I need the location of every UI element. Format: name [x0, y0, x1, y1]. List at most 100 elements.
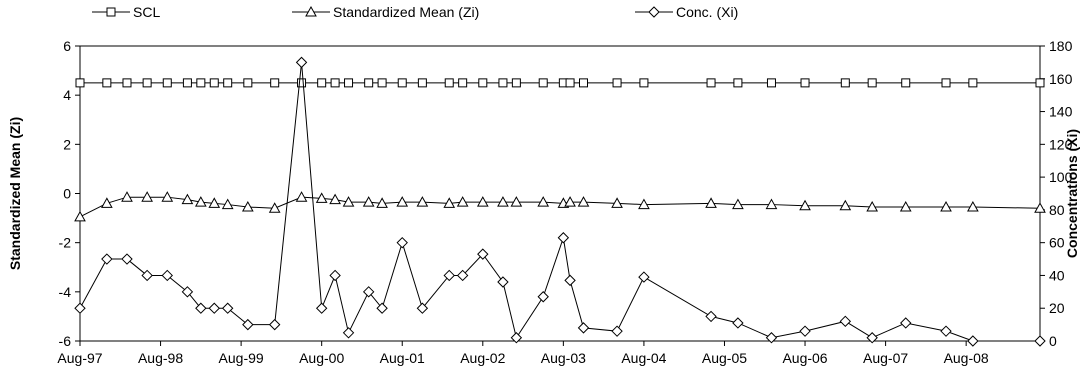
data-point	[181, 286, 194, 298]
data-point	[1034, 202, 1046, 213]
data-point	[417, 78, 427, 88]
data-point	[800, 78, 810, 88]
data-point	[799, 199, 811, 211]
y-right-tick-label: 80	[1049, 202, 1065, 218]
legend-marker	[648, 6, 660, 18]
plot-area	[79, 45, 1041, 342]
data-point	[839, 199, 852, 211]
data-point	[142, 78, 152, 88]
data-point	[968, 78, 978, 88]
x-tick-label: Aug-02	[460, 350, 505, 366]
data-point	[901, 78, 911, 88]
y-left-tick-label: 2	[63, 136, 71, 152]
y-right-tick-label: 120	[1049, 136, 1073, 152]
y-right-tick-label: 40	[1049, 267, 1065, 283]
data-point	[295, 56, 308, 69]
data-point	[141, 191, 153, 202]
data-point	[121, 191, 133, 202]
data-point	[577, 196, 590, 207]
data-point	[396, 236, 408, 249]
data-point	[161, 269, 173, 282]
data-point	[1034, 335, 1046, 347]
data-point	[799, 325, 811, 337]
data-point	[766, 78, 776, 88]
data-point	[317, 78, 327, 88]
data-point	[639, 78, 649, 88]
series-conc	[74, 56, 1046, 347]
legend-label: SCL	[133, 4, 160, 20]
data-point	[706, 78, 716, 88]
data-point	[141, 269, 153, 282]
data-point	[208, 302, 220, 314]
data-point	[867, 78, 877, 88]
x-tick-label: Aug-05	[702, 350, 747, 366]
y-right-tick-label: 60	[1049, 235, 1065, 251]
data-point	[476, 196, 489, 207]
data-point	[498, 78, 508, 88]
series-line	[79, 62, 1040, 342]
data-point	[242, 318, 254, 331]
legend-item: SCL	[92, 4, 160, 20]
data-point	[208, 197, 221, 208]
data-point	[941, 78, 951, 88]
data-point	[194, 196, 207, 207]
data-point	[268, 318, 281, 331]
data-point	[443, 269, 455, 282]
legend-label: Conc. (Xi)	[676, 4, 738, 20]
data-point	[510, 332, 523, 344]
data-point	[342, 196, 355, 207]
data-point	[1035, 78, 1045, 88]
data-point	[967, 200, 979, 212]
data-point	[121, 253, 133, 265]
data-point	[182, 78, 192, 88]
data-point	[899, 200, 912, 212]
data-point	[940, 200, 952, 212]
data-point	[900, 317, 912, 329]
data-point	[840, 78, 850, 88]
data-point	[221, 302, 234, 314]
data-point	[565, 78, 575, 88]
series-line	[79, 196, 1041, 218]
data-point	[364, 78, 374, 88]
data-point	[538, 78, 548, 88]
data-point	[209, 78, 219, 88]
data-point	[705, 310, 717, 323]
data-point	[162, 78, 172, 88]
series-layer	[74, 56, 1046, 347]
data-point	[578, 78, 588, 88]
y-left-tick-label: -4	[59, 284, 72, 300]
legend-marker	[305, 5, 317, 17]
x-tick-label: Aug-01	[380, 350, 425, 366]
y-left-tick-label: 6	[63, 38, 71, 54]
data-point	[611, 197, 623, 208]
data-point	[456, 269, 469, 282]
data-point	[75, 78, 85, 88]
data-point	[295, 191, 308, 202]
data-point	[102, 78, 112, 88]
data-point	[839, 315, 852, 328]
data-point	[74, 302, 86, 314]
x-tick-label: Aug-08	[944, 350, 989, 366]
data-point	[638, 271, 650, 283]
axes: 6420-2-4-6180160140120100806040200Aug-97…	[57, 38, 1072, 366]
data-point	[297, 78, 307, 88]
data-point	[74, 210, 86, 222]
data-point	[344, 78, 354, 88]
data-point	[268, 202, 281, 213]
data-point	[330, 78, 340, 88]
data-point	[377, 78, 387, 88]
y-right-tick-label: 0	[1049, 333, 1057, 349]
y-left-tick-label: 4	[63, 87, 71, 103]
data-point	[101, 197, 113, 208]
y-right-tick-label: 160	[1049, 71, 1073, 87]
legend-label: Standardized Mean (Zi)	[333, 4, 479, 20]
data-point	[497, 196, 509, 207]
data-point	[866, 332, 878, 344]
legend-item: Conc. (Xi)	[635, 4, 738, 20]
y-right-tick-label: 140	[1049, 104, 1073, 120]
data-point	[241, 200, 254, 212]
series-scl	[75, 78, 1045, 88]
data-point	[397, 78, 407, 88]
data-point	[270, 78, 280, 88]
